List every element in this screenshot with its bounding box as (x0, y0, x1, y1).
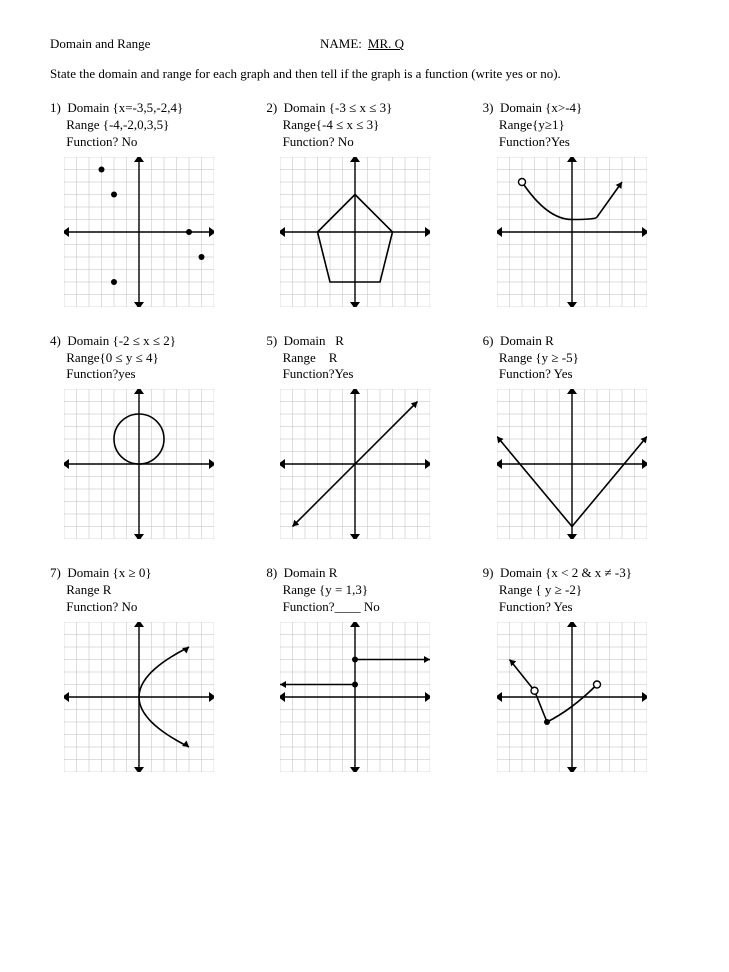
graph (280, 622, 430, 772)
domain-line: 2) Domain {-3 ≤ x ≤ 3} (266, 100, 462, 117)
domain-line: 1) Domain {x=-3,5,-2,4} (50, 100, 246, 117)
function-line: Function? No (50, 134, 246, 151)
range-line: Range {-4,-2,0,3,5} (50, 117, 246, 134)
problem-6: 6) Domain R Range {y ≥ -5} Function? Yes (483, 333, 679, 540)
problem-3: 3) Domain {x>-4} Range{y≥1} Function?Yes (483, 100, 679, 307)
problem-text: 6) Domain R Range {y ≥ -5} Function? Yes (483, 333, 679, 384)
function-line: Function? Yes (483, 366, 679, 383)
problem-9: 9) Domain {x < 2 & x ≠ -3} Range { y ≥ -… (483, 565, 679, 772)
graph (497, 622, 647, 772)
domain-line: 8) Domain R (266, 565, 462, 582)
name-value: MR. Q (368, 36, 404, 52)
graph (64, 389, 214, 539)
range-line: Range{y≥1} (483, 117, 679, 134)
graph (497, 389, 647, 539)
function-line: Function? No (266, 134, 462, 151)
function-line: Function? No (50, 599, 246, 616)
problem-text: 9) Domain {x < 2 & x ≠ -3} Range { y ≥ -… (483, 565, 679, 616)
graph (497, 157, 647, 307)
range-line: Range R (266, 350, 462, 367)
domain-line: 5) Domain R (266, 333, 462, 350)
range-line: Range {y ≥ -5} (483, 350, 679, 367)
problem-5: 5) Domain R Range R Function?Yes (266, 333, 462, 540)
function-line: Function?Yes (483, 134, 679, 151)
problem-text: 3) Domain {x>-4} Range{y≥1} Function?Yes (483, 100, 679, 151)
domain-line: 9) Domain {x < 2 & x ≠ -3} (483, 565, 679, 582)
range-line: Range { y ≥ -2} (483, 582, 679, 599)
problem-text: 7) Domain {x ≥ 0} Range R Function? No (50, 565, 246, 616)
problem-2: 2) Domain {-3 ≤ x ≤ 3} Range{-4 ≤ x ≤ 3}… (266, 100, 462, 307)
function-line: Function?____ No (266, 599, 462, 616)
graph (64, 622, 214, 772)
problem-text: 2) Domain {-3 ≤ x ≤ 3} Range{-4 ≤ x ≤ 3}… (266, 100, 462, 151)
worksheet-header: Domain and Range NAME: MR. Q (50, 36, 679, 52)
graph (280, 157, 430, 307)
problem-4: 4) Domain {-2 ≤ x ≤ 2} Range{0 ≤ y ≤ 4} … (50, 333, 246, 540)
problems-grid: 1) Domain {x=-3,5,-2,4} Range {-4,-2,0,3… (50, 100, 679, 772)
problem-1: 1) Domain {x=-3,5,-2,4} Range {-4,-2,0,3… (50, 100, 246, 307)
problem-8: 8) Domain R Range {y = 1,3} Function?___… (266, 565, 462, 772)
problem-7: 7) Domain {x ≥ 0} Range R Function? No (50, 565, 246, 772)
graph (280, 389, 430, 539)
instructions: State the domain and range for each grap… (50, 66, 679, 82)
function-line: Function?Yes (266, 366, 462, 383)
function-line: Function?yes (50, 366, 246, 383)
graph (64, 157, 214, 307)
domain-line: 3) Domain {x>-4} (483, 100, 679, 117)
worksheet-title: Domain and Range (50, 36, 320, 52)
problem-text: 5) Domain R Range R Function?Yes (266, 333, 462, 384)
domain-line: 7) Domain {x ≥ 0} (50, 565, 246, 582)
range-line: Range{-4 ≤ x ≤ 3} (266, 117, 462, 134)
problem-text: 1) Domain {x=-3,5,-2,4} Range {-4,-2,0,3… (50, 100, 246, 151)
range-line: Range R (50, 582, 246, 599)
problem-text: 8) Domain R Range {y = 1,3} Function?___… (266, 565, 462, 616)
range-line: Range {y = 1,3} (266, 582, 462, 599)
problem-text: 4) Domain {-2 ≤ x ≤ 2} Range{0 ≤ y ≤ 4} … (50, 333, 246, 384)
name-label: NAME: (320, 36, 362, 52)
range-line: Range{0 ≤ y ≤ 4} (50, 350, 246, 367)
domain-line: 6) Domain R (483, 333, 679, 350)
function-line: Function? Yes (483, 599, 679, 616)
domain-line: 4) Domain {-2 ≤ x ≤ 2} (50, 333, 246, 350)
